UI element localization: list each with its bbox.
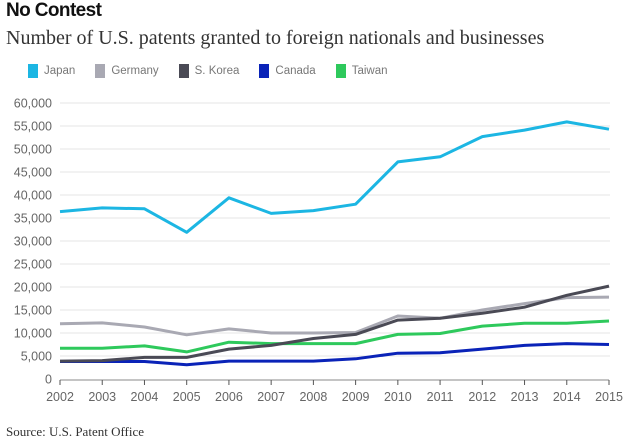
y-tick-label: 35,000 <box>14 212 52 226</box>
y-tick-label: 50,000 <box>14 143 52 157</box>
x-tick-label: 2006 <box>215 390 243 404</box>
legend-item-japan: Japan <box>28 64 75 78</box>
x-tick-label: 2009 <box>342 390 370 404</box>
y-tick-label: 55,000 <box>14 120 52 134</box>
y-tick-label: 60,000 <box>14 97 52 111</box>
legend-label-taiwan: Taiwan <box>351 65 388 77</box>
chart-subtitle: Number of U.S. patents granted to foreig… <box>6 27 545 49</box>
x-tick-label: 2010 <box>384 390 412 404</box>
x-tick-label: 2013 <box>511 390 539 404</box>
x-tick-label: 2011 <box>427 390 454 404</box>
legend-label-japan: Japan <box>44 65 76 77</box>
series-line-germany <box>59 295 610 337</box>
y-axis: 0 5,000 10,000 15,000 20,000 25,000 30,000 35,0… <box>14 97 52 387</box>
y-tick-label: 40,000 <box>14 189 52 203</box>
y-tick-label: 45,000 <box>14 166 52 180</box>
series-lines <box>59 120 610 367</box>
chart-title: No Contest <box>6 0 102 21</box>
y-tick-label: 10,000 <box>14 327 52 341</box>
legend-swatch-germany <box>95 64 106 78</box>
y-tick-label: 0 <box>45 373 52 387</box>
x-axis: 2002 2003 2004 2005 2006 2007 2008 2009 2010 2011… <box>46 379 623 404</box>
x-tick-label: 2012 <box>468 390 496 404</box>
y-tick-label: 30,000 <box>14 235 52 249</box>
legend-label-s-korea: S. Korea <box>194 65 240 77</box>
source-note: Source: U.S. Patent Office <box>6 424 145 439</box>
series-line-taiwan <box>60 319 610 354</box>
legend-swatch-s-korea <box>178 64 189 78</box>
x-tick-label: 2015 <box>595 390 623 404</box>
x-tick-label: 2002 <box>46 390 74 404</box>
legend-swatch-japan <box>28 64 38 78</box>
series-line-japan <box>59 120 610 234</box>
legend-swatch-taiwan <box>335 64 346 78</box>
x-tick-label: 2007 <box>257 390 285 404</box>
x-tick-label: 2008 <box>299 390 327 404</box>
series-line-s-korea <box>59 284 610 363</box>
y-tick-label: 15,000 <box>14 304 52 318</box>
x-tick-label: 2005 <box>173 390 201 404</box>
x-tick-label: 2004 <box>131 390 159 404</box>
x-tick-label: 2014 <box>553 390 581 404</box>
y-tick-label: 25,000 <box>14 258 52 272</box>
legend-label-germany: Germany <box>111 65 159 77</box>
x-tick-label: 2003 <box>88 390 116 404</box>
legend: Japan Germany S. Korea Canada Taiwan <box>28 64 408 78</box>
y-tick-label: 5,000 <box>21 350 52 364</box>
series-line-canada <box>60 342 610 367</box>
legend-label-canada: Canada <box>275 65 316 77</box>
legend-item-germany: Germany <box>95 64 159 78</box>
gridlines <box>60 102 610 357</box>
legend-item-taiwan: Taiwan <box>335 64 388 78</box>
legend-item-s-korea: S. Korea <box>178 64 240 78</box>
y-tick-label: 20,000 <box>14 281 52 295</box>
legend-item-canada: Canada <box>259 64 316 78</box>
legend-swatch-canada <box>259 64 270 78</box>
